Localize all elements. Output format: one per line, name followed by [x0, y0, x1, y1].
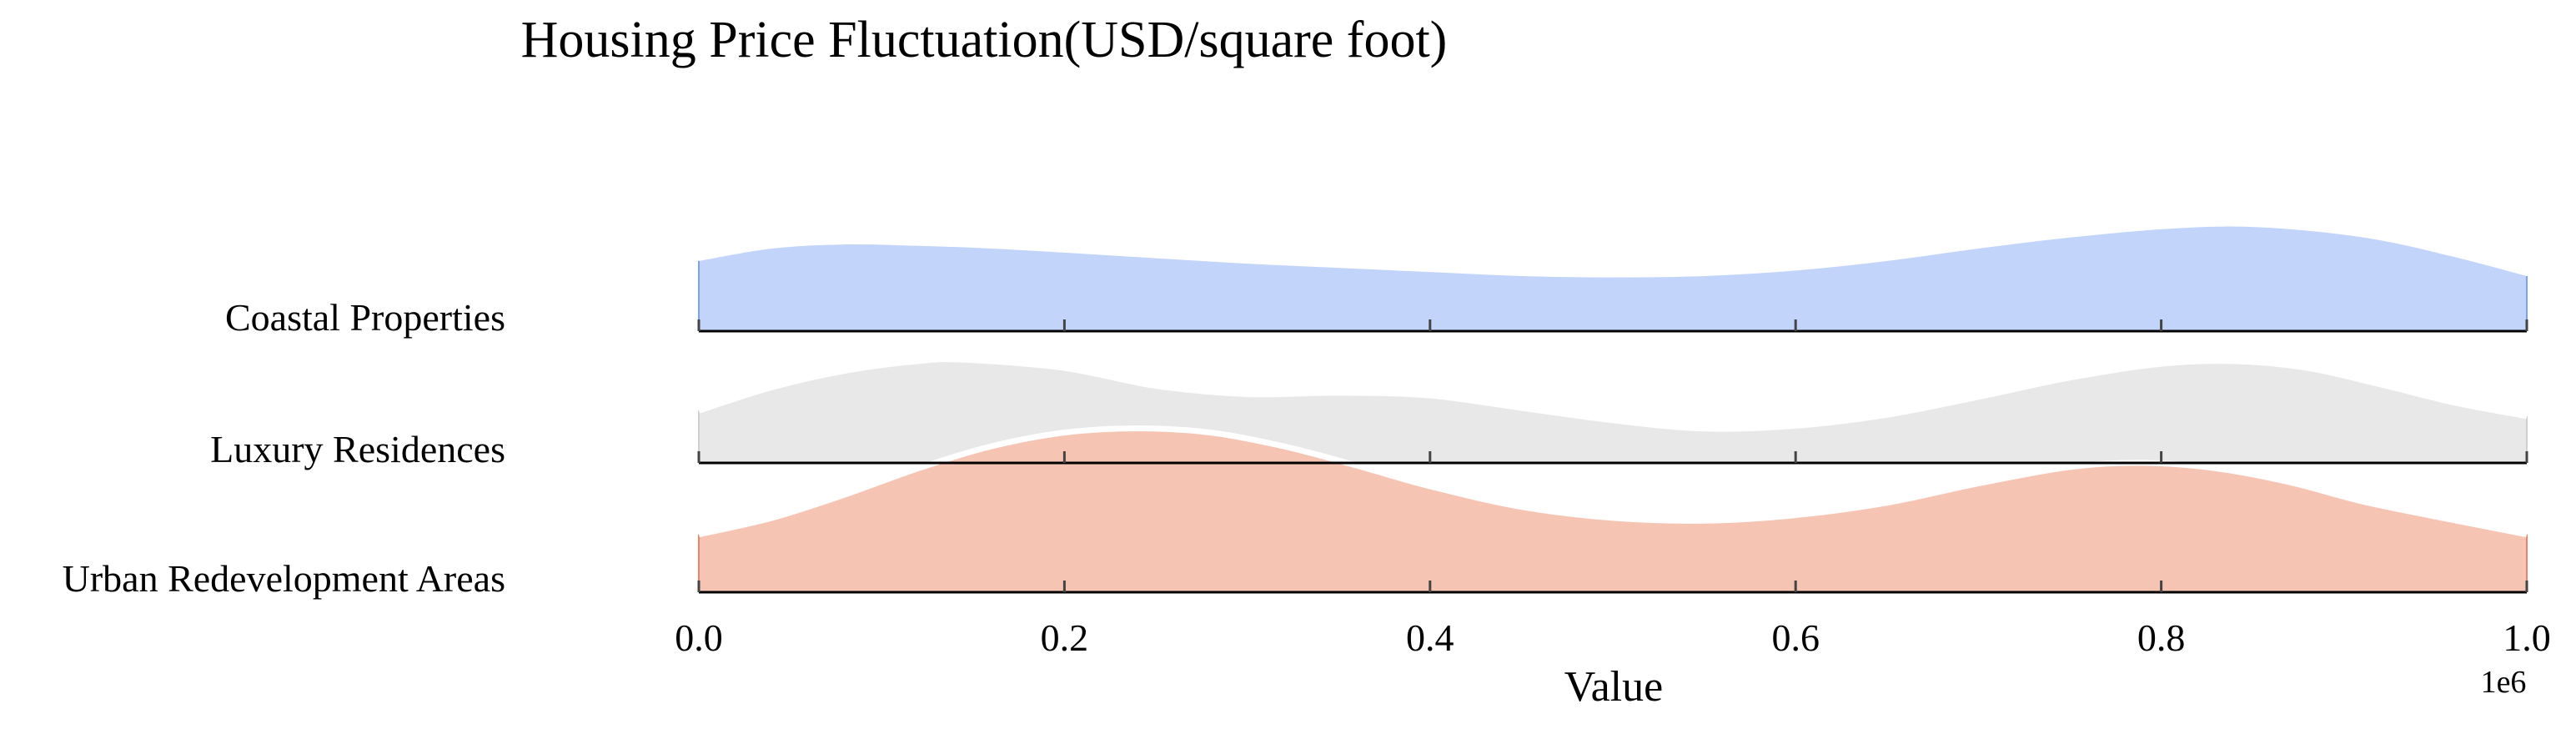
x-tick-label: 0.8: [2137, 616, 2186, 659]
ridge-outline-2: [698, 425, 2528, 538]
ridge-outline-1: [697, 356, 2528, 432]
x-tick-label: 1.0: [2503, 616, 2551, 659]
ridge-0: [698, 226, 2528, 331]
x-axis-ticks: 0.0 0.2 0.4 0.6 0.8 1.0: [675, 616, 2551, 659]
x-tick-label: 0.2: [1041, 616, 1089, 659]
category-label: Coastal Properties: [225, 296, 505, 339]
category-label: Urban Redevelopment Areas: [63, 557, 505, 600]
category-labels: Coastal Properties Luxury Residences Urban…: [63, 296, 505, 600]
ridge-area-0: [699, 226, 2527, 331]
ridge-1: [697, 356, 2528, 463]
x-axis-offset-label: 1e6: [2481, 665, 2527, 700]
ridge-area-1: [699, 359, 2527, 463]
chart-title: Housing Price Fluctuation(USD/square foo…: [521, 12, 1448, 68]
x-tick-label: 0.6: [1771, 616, 1820, 659]
ridges: [697, 226, 2528, 592]
x-axis-label: Value: [1564, 663, 1663, 711]
x-tick-label: 0.0: [675, 616, 723, 659]
baselines: [697, 319, 2528, 594]
category-label: Luxury Residences: [210, 428, 505, 470]
x-tick-label: 0.4: [1406, 616, 1454, 659]
